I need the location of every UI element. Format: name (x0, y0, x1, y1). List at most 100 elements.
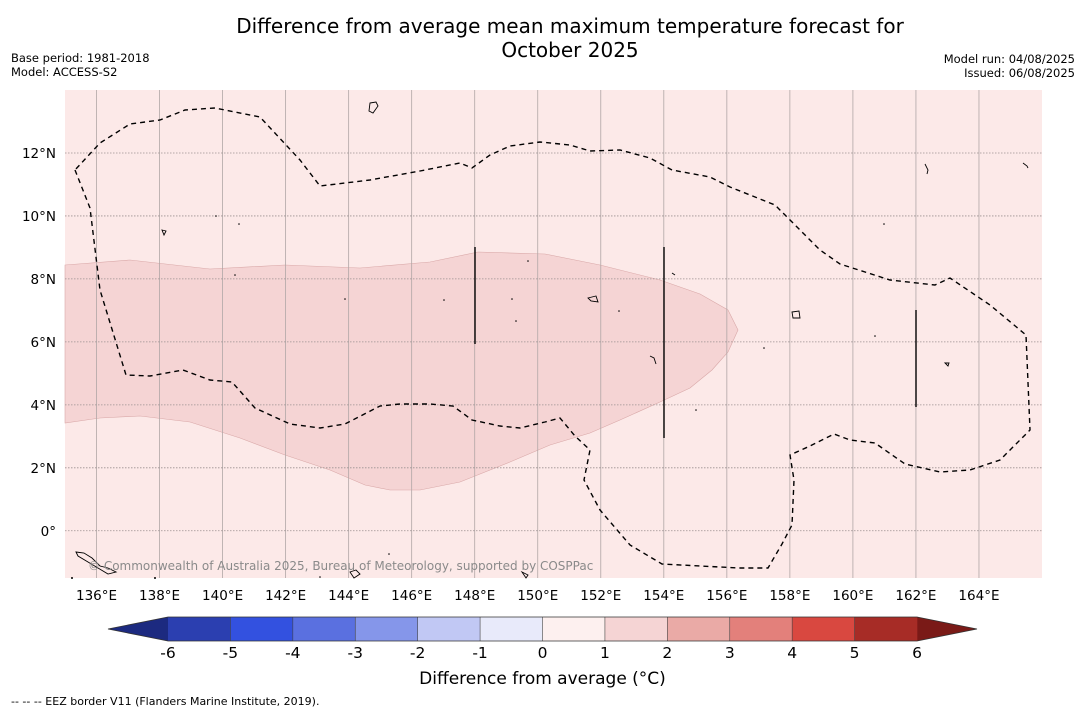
island-dot (388, 553, 390, 555)
island-dot (443, 299, 445, 301)
lat-tick-label: 6°N (31, 335, 56, 351)
lat-tick-label: 8°N (31, 272, 56, 288)
colorbar-segment (230, 617, 294, 641)
lon-tick-label: 162°E (895, 588, 936, 604)
lon-tick-label: 154°E (643, 588, 684, 604)
colorbar-segment (729, 617, 793, 641)
meta-left: Base period: 1981-2018 Model: ACCESS-S2 (11, 51, 150, 79)
colorbar-over-arrow (917, 617, 977, 641)
model-run-label: Model run: 04/08/2025 (943, 52, 1075, 66)
island-shape (161, 229, 167, 237)
meta-right: Model run: 04/08/2025 Issued: 06/08/2025 (944, 52, 1075, 80)
lon-tick-label: 142°E (265, 588, 306, 604)
lon-tick-label: 146°E (391, 588, 432, 604)
island-dot (344, 298, 346, 300)
island-dot (883, 223, 885, 225)
island-shape (587, 295, 599, 303)
island-dots (71, 215, 885, 579)
colorbar-tick-label: -4 (285, 644, 300, 662)
colorbar-tick-label: -2 (410, 644, 425, 662)
island-dot (238, 223, 240, 225)
lon-tick-label: 140°E (202, 588, 243, 604)
colorbar-under-arrow (108, 617, 168, 641)
map-title: Difference from average mean maximum tem… (170, 14, 970, 62)
island-shape (1022, 162, 1029, 169)
colorbar-segment (417, 617, 481, 641)
model-label: Model: ACCESS-S2 (11, 65, 118, 79)
island-shape (671, 272, 676, 276)
colorbar-tick-label: 3 (725, 644, 735, 662)
island-dot (618, 310, 620, 312)
colorbar-tick-label: 0 (538, 644, 548, 662)
colorbar-segment (792, 617, 855, 641)
colorbar-segment (355, 617, 418, 641)
lon-tick-label: 164°E (958, 588, 999, 604)
island-shape (924, 163, 929, 175)
title-line-2: October 2025 (501, 38, 639, 62)
copyright-notice: © Commonwealth of Australia 2025, Bureau… (88, 559, 593, 573)
anomaly-region (64, 251, 739, 491)
lat-tick-label: 4°N (31, 398, 56, 414)
colorbar-tick-label: -5 (223, 644, 238, 662)
colorbar-tick-label: 4 (787, 644, 797, 662)
lon-tick-label: 138°E (139, 588, 180, 604)
issued-label: Issued: 06/08/2025 (964, 66, 1075, 80)
colorbar (107, 616, 978, 642)
colorbar-tick-label: 1 (600, 644, 610, 662)
islands (75, 101, 1029, 579)
lat-tick-label: 10°N (22, 209, 56, 225)
island-shape (943, 362, 950, 367)
colorbar-title: Difference from average (°C) (419, 669, 666, 689)
lon-tick-label: 152°E (580, 588, 621, 604)
lon-tick-label: 156°E (706, 588, 747, 604)
island-shape (791, 310, 801, 319)
island-dot (527, 260, 529, 262)
colorbar-tick-label: -6 (160, 644, 175, 662)
island-dot (215, 215, 217, 217)
lon-tick-label: 144°E (328, 588, 369, 604)
colorbar-segment (292, 617, 356, 641)
island-dot (511, 298, 513, 300)
colorbar-segment (168, 617, 231, 641)
colorbar-tick-label: 5 (850, 644, 860, 662)
island-shape (349, 569, 361, 579)
latitude-labels: 0° 2°N 4°N 6°N 8°N 10°N 12°N (22, 146, 56, 540)
lat-tick-label: 2°N (31, 461, 56, 477)
island-dot (154, 577, 156, 579)
colorbar-segment (604, 617, 668, 641)
colorbar-segment (667, 617, 731, 641)
island-shape (520, 570, 529, 579)
island-dot (319, 576, 321, 578)
island-dot (763, 347, 765, 349)
colorbar-tick-label: -1 (472, 644, 487, 662)
island-dot (515, 320, 517, 322)
colorbar-segment (542, 617, 606, 641)
colorbar-tick-label: -3 (348, 644, 363, 662)
colorbar-tick-label: 6 (912, 644, 922, 662)
colorbar-tick-label: 2 (662, 644, 672, 662)
colorbar-segment (854, 617, 918, 641)
colorbar-segment (480, 617, 543, 641)
island-shape (75, 551, 118, 575)
graticule (65, 90, 1042, 578)
title-line-1: Difference from average mean maximum tem… (236, 14, 904, 38)
island-shape (368, 101, 379, 114)
lon-tick-label: 148°E (454, 588, 495, 604)
lat-tick-label: 0° (41, 524, 56, 540)
island-dot (234, 274, 236, 276)
lon-tick-label: 158°E (769, 588, 810, 604)
eez-footnote: -- -- -- EEZ border V11 (Flanders Marine… (11, 695, 320, 708)
lat-tick-label: 12°N (22, 146, 56, 162)
island-dot (71, 577, 73, 579)
colorbar-tick-labels: -6 -5 -4 -3 -2 -1 0 1 2 3 4 5 6 (160, 644, 922, 662)
island-dot (874, 335, 876, 337)
colorbar-outline (107, 616, 978, 642)
island-dot (695, 409, 697, 411)
lon-tick-label: 160°E (832, 588, 873, 604)
lon-tick-label: 136°E (76, 588, 117, 604)
longitude-labels: 136°E 138°E 140°E 142°E 144°E 146°E 148°E 150°E… (76, 588, 1000, 604)
lon-tick-label: 150°E (517, 588, 558, 604)
base-period-label: Base period: 1981-2018 (11, 51, 150, 65)
island-shape (649, 355, 657, 365)
